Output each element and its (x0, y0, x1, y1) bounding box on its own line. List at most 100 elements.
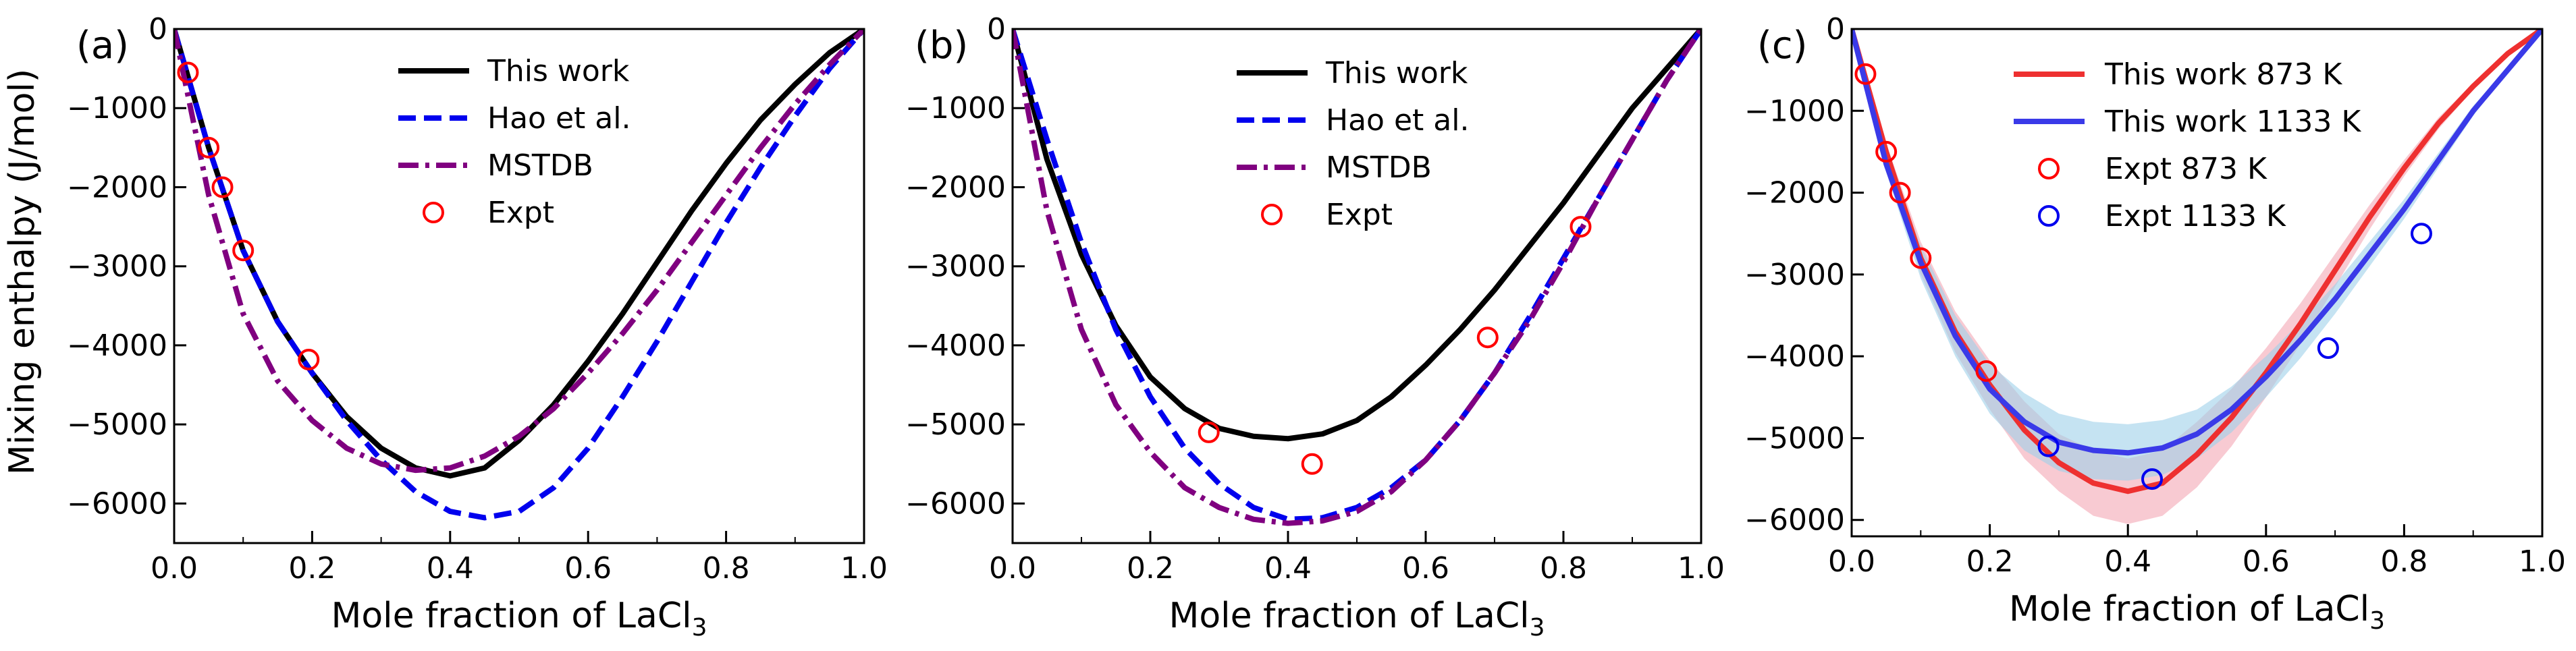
panel-label: (b) (915, 24, 968, 67)
x-tick-label: 0.8 (703, 551, 750, 586)
data-point (1198, 421, 1220, 443)
legend-marker (423, 202, 444, 223)
y-tick-label: −6000 (905, 486, 1006, 521)
legend-label: MSTDB (1326, 150, 1432, 185)
x-tick-label: 0.0 (989, 551, 1036, 586)
data-point (2037, 435, 2060, 457)
chart-panel-2: 0.0 0.2 0.4 0.6 0.8 1.0 0 −1000 −2000 −3000 −4000 −… (905, 12, 1725, 642)
uncertainty-band-2 (1852, 29, 2542, 481)
x-tick-label: 0.4 (2104, 544, 2151, 579)
legend-label: Expt (487, 196, 554, 230)
y-tick-label: −5000 (67, 407, 167, 442)
x-axis-label-subscript: 3 (692, 614, 707, 642)
legend-marker (1261, 204, 1283, 225)
x-tick-label: 0.2 (288, 551, 336, 586)
y-tick-label: −4000 (905, 329, 1006, 363)
series-line-1 (1013, 29, 1701, 442)
y-tick-label: 0 (987, 12, 1006, 47)
legend-label: Expt (1326, 198, 1393, 232)
y-tick-label: −5000 (905, 407, 1006, 442)
x-axis-label: Mole fraction of LaCl3 (331, 596, 707, 642)
x-tick-label: 0.6 (2243, 544, 2290, 579)
y-tick-label: 0 (1826, 12, 1845, 47)
x-tick-label: 0.6 (1402, 551, 1449, 586)
x-tick-label: 0.2 (1966, 544, 2014, 579)
legend-marker (2038, 158, 2060, 179)
data-point (2141, 468, 2164, 490)
y-tick-label: −3000 (905, 250, 1006, 284)
panel-label: (a) (76, 24, 129, 67)
panel-label: (c) (1757, 24, 1807, 67)
data-point (177, 61, 199, 84)
x-axis-label-subscript: 3 (2369, 607, 2385, 635)
legend-label: This work 1133 K (2104, 105, 2361, 139)
data-point (1910, 247, 1932, 269)
y-tick-label: −1000 (1744, 94, 1845, 128)
y-tick-label: −4000 (67, 329, 167, 363)
x-tick-label: 0.6 (564, 551, 612, 586)
y-tick-label: −2000 (905, 170, 1006, 204)
legend-marker (2038, 205, 2060, 227)
data-point (1301, 453, 1323, 475)
data-point (1875, 140, 1898, 163)
data-point (1569, 216, 1592, 238)
x-tick-label: 1.0 (840, 551, 888, 586)
y-tick-label: −6000 (67, 486, 167, 521)
series-line-2 (174, 29, 864, 521)
x-tick-label: 0.2 (1127, 551, 1174, 586)
y-tick-label: −2000 (1744, 176, 1845, 210)
plot-area (1852, 29, 2542, 524)
data-point (2410, 223, 2432, 245)
legend-label: Hao et al. (487, 101, 630, 136)
series-line-1 (174, 29, 864, 479)
data-point (1975, 360, 1997, 382)
y-tick-label: 0 (149, 12, 167, 47)
legend: This work Hao et al. MSTDB Expt (398, 54, 630, 230)
chart-panel-1: 0.0 0.2 0.4 0.6 0.8 1.0 0 −1000 −2000 −3000 −4000 −… (67, 12, 888, 642)
x-axis-label: Mole fraction of LaCl3 (1169, 596, 1545, 642)
x-tick-label: 0.4 (1264, 551, 1312, 586)
y-tick-label: −2000 (67, 170, 167, 204)
legend-label: Hao et al. (1326, 103, 1469, 138)
legend-label: MSTDB (487, 148, 593, 183)
y-tick-label: −1000 (905, 91, 1006, 125)
y-tick-label: −6000 (1744, 503, 1845, 538)
y-tick-label: −3000 (1744, 258, 1845, 292)
series-line-3 (1013, 29, 1701, 526)
plot-area (174, 29, 864, 521)
x-tick-label: 0.8 (2380, 544, 2427, 579)
legend-label: This work (487, 54, 630, 88)
legend-label: Expt 1133 K (2105, 199, 2286, 233)
y-tick-label: −5000 (1744, 421, 1845, 455)
y-tick-label: −3000 (67, 250, 167, 284)
data-point (211, 176, 234, 198)
x-tick-label: 0.8 (1540, 551, 1587, 586)
panels: 0.0 0.2 0.4 0.6 0.8 1.0 0 −1000 −2000 −3000 −4000 −… (67, 12, 2566, 642)
x-tick-label: 0.0 (1828, 544, 1875, 579)
data-point (1854, 63, 1877, 85)
x-tick-label: 0.0 (151, 551, 198, 586)
data-point (298, 349, 320, 371)
legend-label: This work 873 K (2104, 57, 2342, 92)
data-point (1889, 181, 1911, 204)
series-line-2 (1852, 29, 2542, 456)
legend: This work 873 K This work 1133 K Expt 873 … (2014, 57, 2361, 233)
series-line-3 (174, 29, 864, 474)
data-point (2317, 337, 2339, 360)
y-axis-label: Mixing enthalpy (J/mol) (2, 69, 43, 475)
legend: This work Hao et al. MSTDB Expt (1237, 56, 1469, 232)
data-point (198, 136, 220, 159)
x-axis-label: Mole fraction of LaCl3 (2009, 589, 2385, 635)
x-axis-label-subscript: 3 (1530, 614, 1545, 642)
data-point (232, 239, 254, 262)
legend-label: This work (1325, 56, 1468, 90)
chart-panel-3: 0.0 0.2 0.4 0.6 0.8 1.0 0 −1000 −2000 −3000 −4000 −… (1744, 12, 2566, 635)
x-tick-label: 0.4 (427, 551, 474, 586)
y-tick-label: −4000 (1744, 339, 1845, 374)
x-tick-label: 1.0 (1678, 551, 1725, 586)
y-tick-label: −1000 (67, 91, 167, 125)
data-point (1476, 327, 1499, 349)
legend-label: Expt 873 K (2105, 152, 2268, 186)
x-tick-label: 1.0 (2519, 544, 2566, 579)
